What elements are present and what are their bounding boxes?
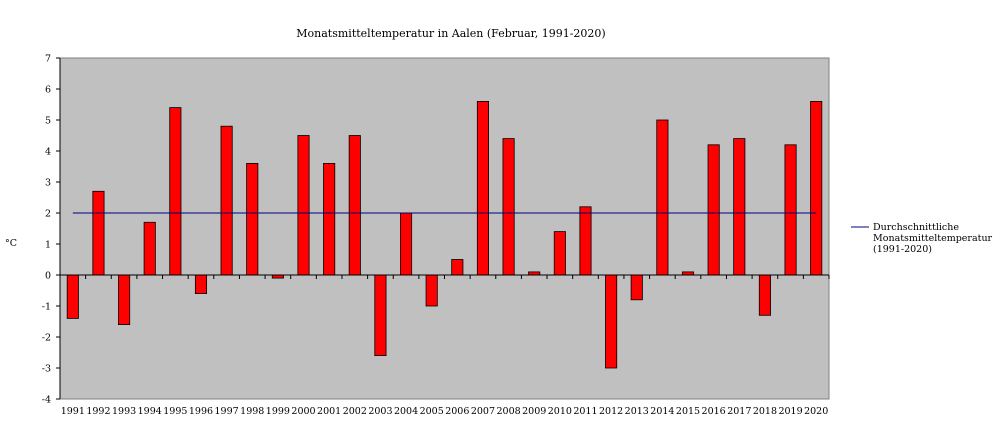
bar-2018 [758,274,771,316]
bar-2010 [553,231,566,276]
x-tick-label: 2012 [599,406,623,417]
bar-2016 [707,144,720,276]
bar-1996 [194,274,208,295]
x-tick-label: 2001 [317,406,341,417]
x-tick-label: 1998 [240,406,264,417]
y-tick-label: 3 [45,178,51,189]
bar-2008 [502,138,515,276]
x-tick-label: 1993 [112,406,136,417]
x-tick-label: 2019 [778,406,802,417]
bar-1998 [246,162,259,276]
x-tick-label: 1996 [189,406,213,417]
x-tick-label: 1995 [163,406,187,417]
y-tick-label: 2 [45,209,51,220]
y-tick-label: 7 [45,54,51,65]
x-tick-label: 2006 [445,406,469,417]
bar-2019 [784,144,797,276]
y-tick-label: -4 [42,395,51,406]
x-tick-label: 1997 [215,406,239,417]
x-tick-label: 2010 [548,406,572,417]
y-tick-label: 4 [45,147,51,158]
x-tick-label: 2009 [522,406,546,417]
bar-1995 [169,107,182,276]
x-tick-label: 2018 [753,406,777,417]
legend-label: (1991-2020) [873,244,932,255]
x-tick-label: 2003 [368,406,392,417]
plot-area [59,57,830,400]
bar-1997 [220,125,233,276]
y-axis-label: °C [5,238,17,249]
y-tick-label: 5 [45,116,51,127]
x-tick-label: 1999 [266,406,290,417]
bar-1994 [143,221,156,276]
bar-2011 [579,206,592,276]
bar-2004 [400,212,413,276]
bar-2013 [630,274,643,301]
bar-2020 [810,101,823,276]
y-tick-label: -2 [42,333,51,344]
x-tick-label: 2008 [496,406,520,417]
legend: DurchschnittlicheMonatsmitteltemperatur(… [851,222,993,255]
y-tick-label: 6 [45,85,51,96]
y-tick-label: -1 [42,302,51,313]
x-tick-label: 2011 [573,406,597,417]
bar-2003 [374,274,387,356]
x-tick-label: 2016 [702,406,726,417]
legend-label: Monatsmitteltemperatur [873,233,993,244]
bar-1991 [66,274,79,319]
x-tick-label: 2002 [343,406,367,417]
x-tick-label: 2005 [420,406,444,417]
bar-1993 [118,274,131,325]
bar-2007 [476,101,489,276]
y-axis: -4 -3 -2 -1 0 1 2 3 4 5 6 7 [42,54,61,406]
x-tick-label: 2007 [471,406,495,417]
bar-2014 [656,119,669,276]
y-tick-label: 0 [45,271,51,282]
x-tick-label: 1991 [61,406,85,417]
x-tick-label: 1992 [86,406,110,417]
y-tick-label: 1 [45,240,51,251]
bar-2006 [451,259,464,276]
bar-2000 [297,135,310,276]
x-tick-label: 2004 [394,406,418,417]
bar-2002 [348,135,361,276]
legend-label: Durchschnittliche [873,222,959,233]
bar-2017 [733,138,746,276]
x-tick-label: 2017 [727,406,751,417]
y-tick-label: -3 [42,364,51,375]
bar-2001 [323,162,336,276]
x-tick-label: 2015 [676,406,700,417]
x-tick-label: 2014 [650,406,674,417]
x-tick-label: 2020 [804,406,828,417]
bar-2012 [605,274,618,369]
bar-1992 [92,190,105,276]
chart-title: Monatsmitteltemperatur in Aalen (Februar… [296,27,605,40]
x-axis: 1991 1992 1993 1994 1995 1996 1997 1998 1999 2000… [59,274,830,417]
bar-series [66,101,823,369]
x-tick-label: 2013 [625,406,649,417]
bar-2005 [425,274,438,307]
x-tick-label: 2000 [291,406,315,417]
x-tick-label: 1994 [138,406,162,417]
